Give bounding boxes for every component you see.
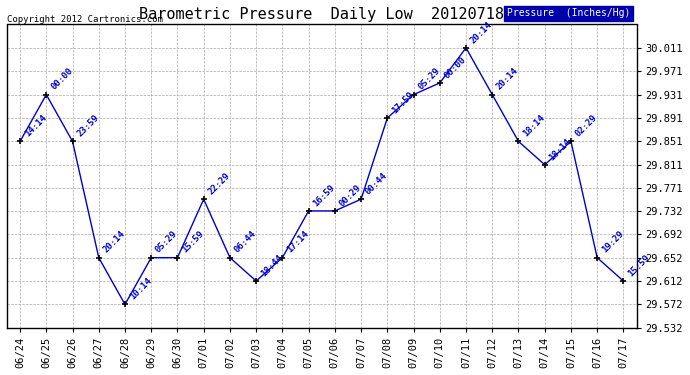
Text: 15:59: 15:59 <box>180 230 206 255</box>
Text: 15:59: 15:59 <box>627 253 651 278</box>
Title: Barometric Pressure  Daily Low  20120718: Barometric Pressure Daily Low 20120718 <box>139 7 504 22</box>
Text: 16:59: 16:59 <box>311 183 337 208</box>
Text: 22:29: 22:29 <box>206 171 232 196</box>
Text: 18:14: 18:14 <box>521 113 546 139</box>
Text: 05:29: 05:29 <box>154 230 179 255</box>
Text: 00:44: 00:44 <box>364 171 389 196</box>
Text: Copyright 2012 Cartronics.com: Copyright 2012 Cartronics.com <box>7 15 163 24</box>
Text: 00:00: 00:00 <box>49 66 75 92</box>
Text: 18:44: 18:44 <box>259 253 284 278</box>
Text: 23:59: 23:59 <box>75 113 101 139</box>
Text: 06:44: 06:44 <box>233 230 258 255</box>
Text: 14:14: 14:14 <box>23 113 48 139</box>
Text: 17:14: 17:14 <box>285 230 310 255</box>
Text: 00:29: 00:29 <box>337 183 363 208</box>
Text: 02:29: 02:29 <box>573 113 599 139</box>
Text: 17:59: 17:59 <box>390 90 415 115</box>
Text: 05:29: 05:29 <box>416 66 442 92</box>
Text: 00:00: 00:00 <box>442 55 468 80</box>
Text: Pressure  (Inches/Hg): Pressure (Inches/Hg) <box>507 8 630 18</box>
Text: 19:29: 19:29 <box>600 230 625 255</box>
Text: 20:14: 20:14 <box>101 230 127 255</box>
Text: 20:14: 20:14 <box>469 20 494 45</box>
Text: 20:14: 20:14 <box>495 66 520 92</box>
Text: 10:14: 10:14 <box>128 276 153 302</box>
Text: 18:14: 18:14 <box>547 136 573 162</box>
